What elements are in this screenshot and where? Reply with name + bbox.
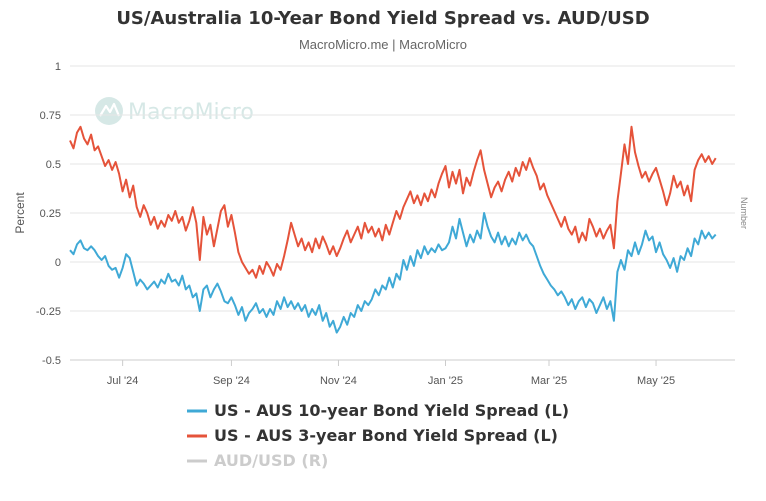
y-tick-label: 1 — [55, 61, 61, 73]
series-line-1 — [69, 212, 717, 334]
legend-item-2[interactable]: US - AUS 3-year Bond Yield Spread (L) — [187, 426, 558, 445]
legend[interactable]: US - AUS 10-year Bond Yield Spread (L) US… — [187, 401, 569, 470]
y-axis-ticks: 1 0.75 0.5 0.25 0 -0.25 -0.5 — [36, 61, 61, 367]
legend-label: US - AUS 10-year Bond Yield Spread (L) — [214, 401, 569, 420]
x-tick-label: Jul '24 — [107, 375, 138, 387]
y-tick-label: 0.25 — [40, 208, 61, 220]
series-line-2 — [69, 125, 717, 279]
y-tick-label: 0.75 — [40, 110, 61, 122]
x-tick-label: Jan '25 — [428, 375, 463, 387]
x-tick-label: May '25 — [637, 375, 675, 387]
watermark-text: MacroMicro — [128, 100, 254, 125]
y-axis-label: Percent — [13, 192, 27, 234]
legend-label: AUD/USD (R) — [214, 451, 328, 470]
legend-label: US - AUS 3-year Bond Yield Spread (L) — [214, 426, 558, 445]
legend-item-1[interactable]: US - AUS 10-year Bond Yield Spread (L) — [187, 401, 569, 420]
x-tick-label: Mar '25 — [531, 375, 567, 387]
y-axis-label-right: Number — [739, 197, 749, 229]
y-tick-label: -0.25 — [36, 306, 61, 318]
chart-subtitle: MacroMicro.me | MacroMicro — [299, 37, 467, 52]
watermark: MacroMicro — [95, 97, 254, 125]
legend-item-3[interactable]: AUD/USD (R) — [187, 451, 328, 470]
x-tick-label: Sep '24 — [213, 375, 250, 387]
series-lines — [69, 125, 717, 334]
y-tick-label: -0.5 — [42, 355, 61, 367]
chart-title: US/Australia 10-Year Bond Yield Spread v… — [116, 8, 649, 29]
x-tick-label: Nov '24 — [320, 375, 357, 387]
x-axis-ticks: Jul '24 Sep '24 Nov '24 Jan '25 Mar '25 May '… — [107, 360, 675, 387]
y-tick-label: 0.5 — [46, 159, 61, 171]
y-tick-label: 0 — [55, 257, 61, 269]
